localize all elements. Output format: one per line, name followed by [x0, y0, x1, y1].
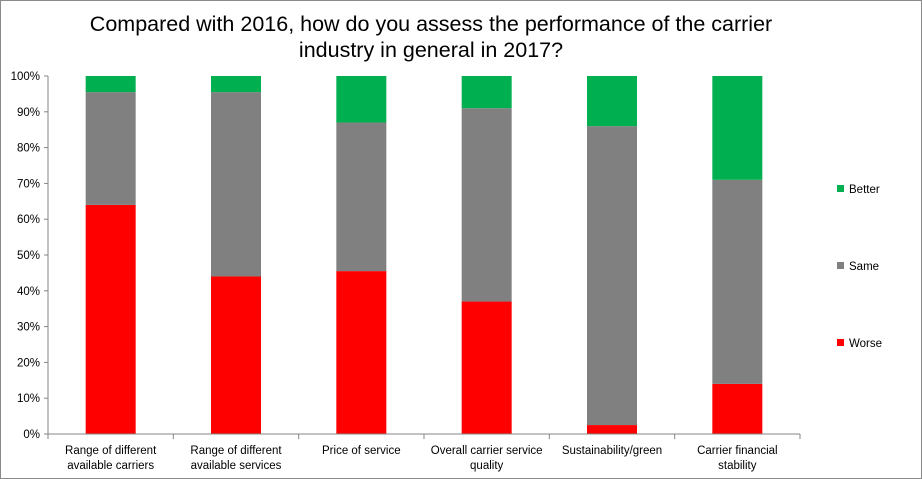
y-tick-label: 80%	[17, 143, 40, 155]
legend-swatch-same	[837, 262, 844, 269]
bar-worse	[712, 383, 763, 434]
y-tick-label: 10%	[17, 393, 40, 405]
x-tick-label: Sustainability/green	[562, 445, 662, 457]
x-tick-label: Price of service	[322, 445, 401, 457]
y-tick-label: 50%	[17, 250, 40, 262]
bar-better	[211, 76, 261, 93]
bar-worse	[85, 204, 136, 434]
y-tick-label: 70%	[17, 178, 40, 190]
x-tick-label: Carrier financial stability	[697, 445, 778, 472]
x-tick-label: Range of different available carriers	[65, 445, 157, 472]
bar-better	[336, 76, 387, 123]
bar-same	[461, 108, 512, 302]
legend-label-same: Same	[849, 261, 879, 273]
legend-label-worse: Worse	[849, 338, 882, 350]
bar-worse	[336, 271, 387, 434]
bar-better	[85, 76, 136, 93]
bar-better	[712, 76, 763, 180]
y-tick-label: 40%	[17, 286, 40, 298]
bar-better	[587, 76, 637, 127]
bar-same	[336, 122, 387, 272]
x-tick-label: Range of different available services	[190, 445, 282, 472]
y-tick-label: 100%	[11, 71, 40, 83]
legend-swatch-better	[837, 185, 844, 192]
legend-swatch-worse	[837, 339, 844, 346]
bar-worse	[211, 276, 261, 434]
x-tick-label: Overall carrier service quality	[431, 445, 543, 472]
bar-same	[211, 92, 261, 277]
y-tick-label: 0%	[23, 429, 40, 441]
bar-same	[712, 179, 763, 384]
y-tick-label: 20%	[17, 357, 40, 369]
y-tick-label: 60%	[17, 214, 40, 226]
bar-better	[461, 76, 512, 109]
bar-same	[85, 92, 136, 205]
legend-label-better: Better	[849, 184, 880, 196]
chart-title: Compared with 2016, how do you assess th…	[89, 12, 773, 62]
bar-same	[587, 126, 637, 426]
y-tick-label: 30%	[17, 322, 40, 334]
bar-worse	[587, 425, 637, 434]
bar-worse	[461, 301, 512, 434]
y-tick-label: 90%	[17, 107, 40, 119]
